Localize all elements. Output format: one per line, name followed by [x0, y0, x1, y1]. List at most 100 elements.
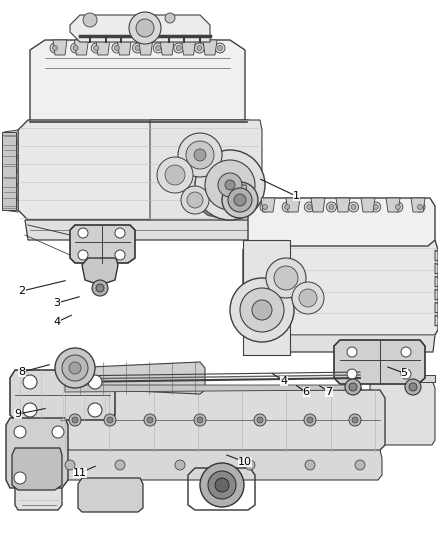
Text: 1: 1	[293, 191, 300, 201]
Circle shape	[228, 188, 252, 212]
Circle shape	[88, 375, 102, 389]
Polygon shape	[52, 450, 382, 480]
Circle shape	[274, 266, 298, 290]
Polygon shape	[3, 186, 18, 198]
Circle shape	[92, 280, 108, 296]
Circle shape	[165, 165, 185, 185]
Circle shape	[112, 43, 122, 53]
Circle shape	[282, 202, 292, 212]
Circle shape	[222, 182, 258, 218]
Circle shape	[78, 250, 88, 260]
Polygon shape	[336, 198, 350, 212]
Polygon shape	[117, 40, 131, 55]
Circle shape	[349, 414, 361, 426]
Polygon shape	[160, 40, 174, 55]
Circle shape	[175, 460, 185, 470]
Circle shape	[415, 202, 425, 212]
Circle shape	[305, 460, 315, 470]
Circle shape	[197, 45, 202, 51]
Circle shape	[53, 45, 57, 51]
Circle shape	[115, 228, 125, 238]
Circle shape	[401, 347, 411, 357]
Circle shape	[14, 426, 26, 438]
Circle shape	[260, 202, 270, 212]
Polygon shape	[261, 198, 275, 212]
Circle shape	[355, 460, 365, 470]
Circle shape	[133, 43, 142, 53]
Circle shape	[115, 460, 125, 470]
Circle shape	[115, 250, 125, 260]
Circle shape	[107, 417, 113, 423]
Circle shape	[205, 160, 255, 210]
Circle shape	[52, 426, 64, 438]
Circle shape	[245, 460, 255, 470]
Circle shape	[215, 478, 229, 492]
Polygon shape	[232, 185, 248, 200]
Text: 9: 9	[14, 409, 21, 419]
Text: 10: 10	[238, 457, 252, 467]
Circle shape	[234, 194, 246, 206]
Polygon shape	[411, 198, 425, 212]
Circle shape	[351, 205, 356, 209]
Circle shape	[147, 417, 153, 423]
Polygon shape	[53, 40, 67, 55]
Circle shape	[352, 417, 358, 423]
Circle shape	[96, 284, 104, 292]
Text: 7: 7	[325, 387, 332, 397]
Circle shape	[409, 383, 417, 391]
Polygon shape	[139, 40, 153, 55]
Text: 11: 11	[73, 468, 87, 478]
Circle shape	[174, 43, 184, 53]
Polygon shape	[3, 130, 18, 142]
Polygon shape	[370, 380, 435, 445]
Circle shape	[69, 362, 81, 374]
Circle shape	[304, 202, 314, 212]
Polygon shape	[65, 385, 362, 392]
Circle shape	[371, 202, 381, 212]
Polygon shape	[96, 40, 110, 55]
Polygon shape	[361, 198, 375, 212]
Circle shape	[23, 375, 37, 389]
Polygon shape	[203, 40, 217, 55]
Polygon shape	[435, 263, 438, 274]
Polygon shape	[248, 198, 435, 246]
Circle shape	[194, 414, 206, 426]
Circle shape	[230, 278, 294, 342]
Circle shape	[78, 228, 88, 238]
Circle shape	[73, 45, 78, 51]
Circle shape	[329, 205, 334, 209]
Circle shape	[218, 173, 242, 197]
Circle shape	[304, 414, 316, 426]
Circle shape	[347, 347, 357, 357]
Circle shape	[104, 414, 116, 426]
Text: 5: 5	[400, 368, 407, 378]
Polygon shape	[435, 315, 438, 326]
Polygon shape	[55, 390, 385, 452]
Polygon shape	[74, 40, 88, 55]
Polygon shape	[3, 144, 18, 156]
Polygon shape	[3, 172, 18, 184]
Circle shape	[181, 186, 209, 214]
Circle shape	[65, 460, 75, 470]
Polygon shape	[435, 289, 438, 300]
Circle shape	[285, 205, 290, 209]
Polygon shape	[82, 258, 118, 285]
Text: 6: 6	[303, 387, 310, 397]
Circle shape	[417, 205, 423, 209]
Polygon shape	[182, 40, 196, 55]
Polygon shape	[2, 132, 16, 210]
Circle shape	[178, 133, 222, 177]
Polygon shape	[435, 250, 438, 261]
Circle shape	[88, 403, 102, 417]
Polygon shape	[10, 370, 115, 420]
Circle shape	[114, 45, 120, 51]
Polygon shape	[243, 240, 438, 338]
Circle shape	[91, 43, 101, 53]
Circle shape	[55, 348, 95, 388]
Circle shape	[347, 369, 357, 379]
Polygon shape	[435, 302, 438, 313]
Polygon shape	[286, 198, 300, 212]
Circle shape	[299, 289, 317, 307]
Circle shape	[83, 13, 97, 27]
Circle shape	[266, 258, 306, 298]
